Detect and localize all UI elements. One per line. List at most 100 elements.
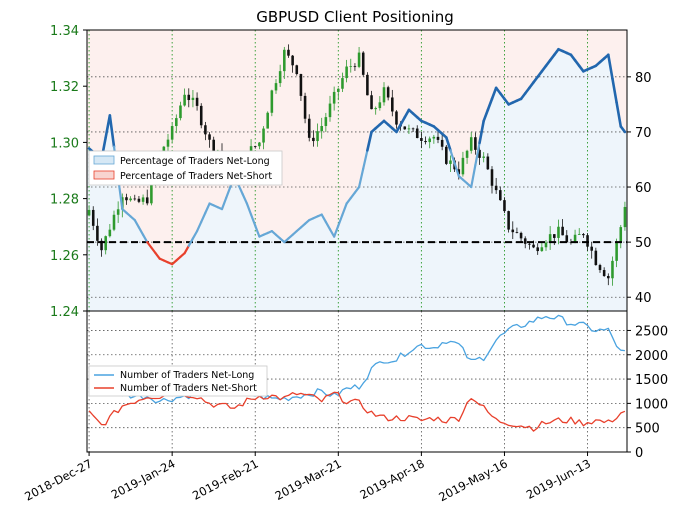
net-long-shade [307, 220, 312, 311]
candle-body [499, 190, 502, 201]
legend-box [88, 150, 283, 186]
candle-body [469, 137, 473, 151]
net-short-shade [348, 30, 354, 199]
x-tick-label: 2019-May-16 [436, 456, 509, 504]
x-tick-label: 2019-Mar-21 [273, 456, 344, 503]
candle-body [507, 211, 510, 230]
net-long-shade [448, 150, 453, 311]
net-long-shade [460, 179, 466, 311]
net-short-shade [427, 30, 433, 125]
x-tick-label: 2018-Dec-27 [22, 456, 94, 503]
net-long-segment [324, 220, 332, 231]
candle-body [283, 49, 286, 72]
net-long-shade [423, 122, 429, 311]
percent-tick-label: 80 [635, 71, 652, 86]
legend-label-count-short: Number of Traders Net-Short [120, 383, 257, 394]
net-short-shade [298, 30, 304, 228]
net-short-shade [502, 30, 507, 99]
candle-body [420, 138, 423, 141]
net-long-shade [610, 78, 615, 311]
net-long-shade [494, 87, 499, 312]
net-long-shade [381, 120, 387, 311]
net-short-shade [473, 30, 478, 165]
net-short-shade [207, 30, 213, 204]
candle-body [112, 214, 116, 230]
net-long-shade [593, 65, 599, 312]
candle-body [183, 94, 186, 106]
net-short-shade [402, 30, 408, 118]
net-short-shade [340, 30, 345, 215]
net-long-segment [333, 224, 340, 238]
net-short-shade [215, 30, 221, 208]
count-tick-label: 500 [635, 422, 660, 437]
candle-body [598, 265, 602, 271]
candle-body [104, 236, 107, 251]
net-long-shade [232, 176, 237, 311]
net-long-shade [435, 130, 441, 311]
net-long-segment [399, 115, 407, 126]
candle-body [258, 142, 261, 147]
candle-body [391, 97, 394, 112]
candle-body [162, 146, 166, 152]
net-short-shade [182, 30, 188, 254]
candle-body [577, 234, 581, 235]
net-long-shade [581, 71, 586, 311]
net-long-shade [120, 209, 125, 311]
net-short-shade [390, 30, 395, 129]
net-short-shade [577, 30, 582, 66]
candle-body [349, 66, 353, 68]
net-long-shade [548, 60, 553, 311]
candle-body [253, 146, 257, 147]
candle-body [565, 235, 569, 242]
net-short-shade [543, 30, 549, 66]
net-long-segment [615, 101, 623, 128]
net-long-segment [200, 211, 207, 224]
net-short-segment [146, 241, 153, 249]
net-long-shade [178, 256, 183, 311]
net-long-shade [240, 194, 246, 311]
net-long-shade [161, 260, 167, 311]
net-long-segment [449, 149, 456, 165]
net-long-shade [539, 71, 545, 311]
candle-body [607, 276, 610, 279]
candle-body [511, 229, 515, 233]
chart-title: GBPUSD Client Positioning [256, 8, 454, 26]
net-long-shade [269, 231, 275, 311]
net-short-shade [440, 30, 445, 134]
net-short-segment [154, 252, 161, 260]
net-long-shade [469, 187, 474, 311]
net-long-shade [315, 216, 321, 311]
net-long-shade [174, 260, 179, 311]
count-tick-label: 1000 [635, 397, 668, 412]
net-short-shade [311, 30, 316, 219]
net-short-shade [153, 30, 159, 254]
net-long-shade [568, 54, 574, 311]
net-long-segment [486, 97, 494, 112]
net-long-shade [344, 203, 350, 311]
candle-body [623, 206, 627, 228]
net-short-shade [539, 30, 545, 72]
candle-body [291, 55, 294, 66]
net-long-shade [440, 133, 445, 311]
candle-body [436, 136, 440, 140]
candle-body [424, 140, 427, 143]
candle-body [191, 97, 195, 101]
net-short-shade [377, 30, 383, 125]
net-short-shade [136, 30, 142, 228]
net-short-shade [336, 30, 341, 226]
net-short-shade [431, 30, 437, 127]
trader-count-panel: 0 500 1000 1500 2000 2500 [86, 310, 668, 461]
net-long-shade [373, 128, 379, 311]
candle-body [345, 66, 348, 79]
net-long-shade [207, 203, 213, 311]
trader-count-legend: Number of Traders Net-Long Number of Tra… [88, 365, 268, 397]
candle-body [594, 250, 598, 266]
net-short-shade [381, 30, 387, 121]
net-long-segment [195, 220, 203, 233]
net-long-shade [573, 60, 578, 311]
net-short-shade [415, 30, 420, 118]
net-short-shade [610, 30, 615, 79]
net-long-shade [352, 192, 358, 311]
legend-box-bottom [88, 365, 268, 397]
candle-body [407, 128, 411, 130]
